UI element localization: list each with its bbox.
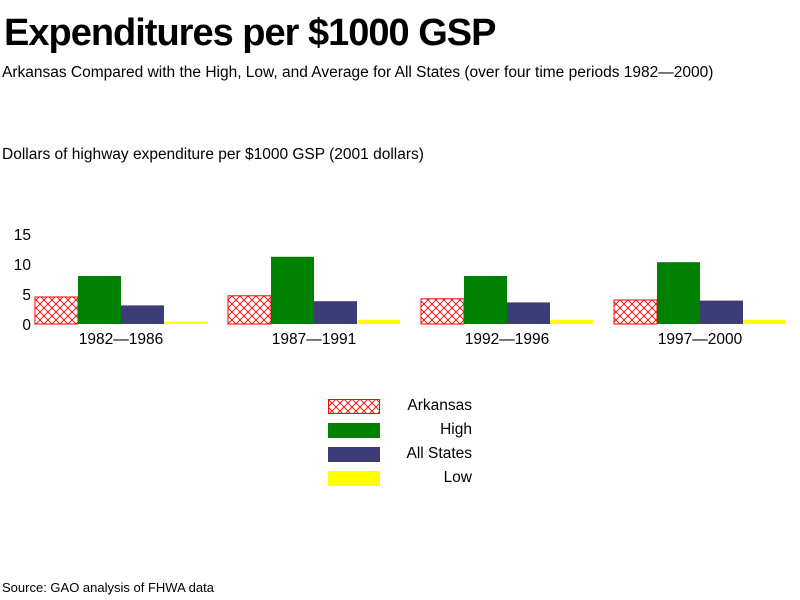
- bars-group: [34, 256, 786, 325]
- y-tick-label-2: 10: [14, 257, 32, 274]
- legend-swatch-all-states: [328, 447, 380, 462]
- y-tick-label-3: 15: [14, 227, 31, 244]
- bar-high-0: [78, 276, 121, 324]
- x-tick-label-3: 1997—2000: [658, 331, 743, 348]
- legend-label-all-states: All States: [406, 445, 472, 462]
- chart-subtitle: Arkansas Compared with the High, Low, an…: [2, 64, 714, 81]
- bar-all-states-1: [314, 301, 357, 324]
- legend-swatch-high: [328, 423, 380, 438]
- bar-all-states-3: [700, 300, 743, 324]
- x-tick-labels: 1982—1986 1987—1991 1992—1996 1997—2000: [79, 331, 743, 348]
- y-tick-label-0: 0: [22, 317, 31, 334]
- bar-high-2: [464, 276, 507, 324]
- bar-high-1: [271, 256, 314, 324]
- bar-low-1: [357, 319, 400, 324]
- legend-label-high: High: [440, 421, 472, 438]
- legend-label-arkansas: Arkansas: [407, 397, 472, 414]
- bar-arkansas-1: [227, 295, 272, 325]
- bar-high-3: [657, 262, 700, 324]
- y-tick-labels: 0 5 10 15: [14, 227, 32, 334]
- bar-arkansas-3: [613, 299, 658, 325]
- legend-label-low: Low: [443, 469, 472, 486]
- x-tick-label-1: 1987—1991: [272, 331, 356, 348]
- bar-all-states-2: [507, 302, 550, 324]
- chart-title: Expenditures per $1000 GSP: [4, 12, 496, 54]
- source-note: Source: GAO analysis of FHWA data: [2, 580, 214, 595]
- bar-arkansas-2: [420, 298, 465, 325]
- bar-all-states-0: [121, 305, 164, 324]
- x-tick-label-2: 1992—1996: [465, 331, 549, 348]
- legend-swatch-arkansas: [328, 399, 380, 414]
- bar-low-0: [164, 321, 207, 324]
- x-tick-label-0: 1982—1986: [79, 331, 163, 348]
- bar-low-3: [743, 319, 786, 324]
- bar-arkansas-0: [34, 296, 79, 325]
- y-axis-label: Dollars of highway expenditure per $1000…: [2, 146, 424, 163]
- y-tick-label-1: 5: [22, 287, 31, 304]
- legend-swatch-low: [328, 471, 380, 486]
- bar-low-2: [550, 319, 593, 324]
